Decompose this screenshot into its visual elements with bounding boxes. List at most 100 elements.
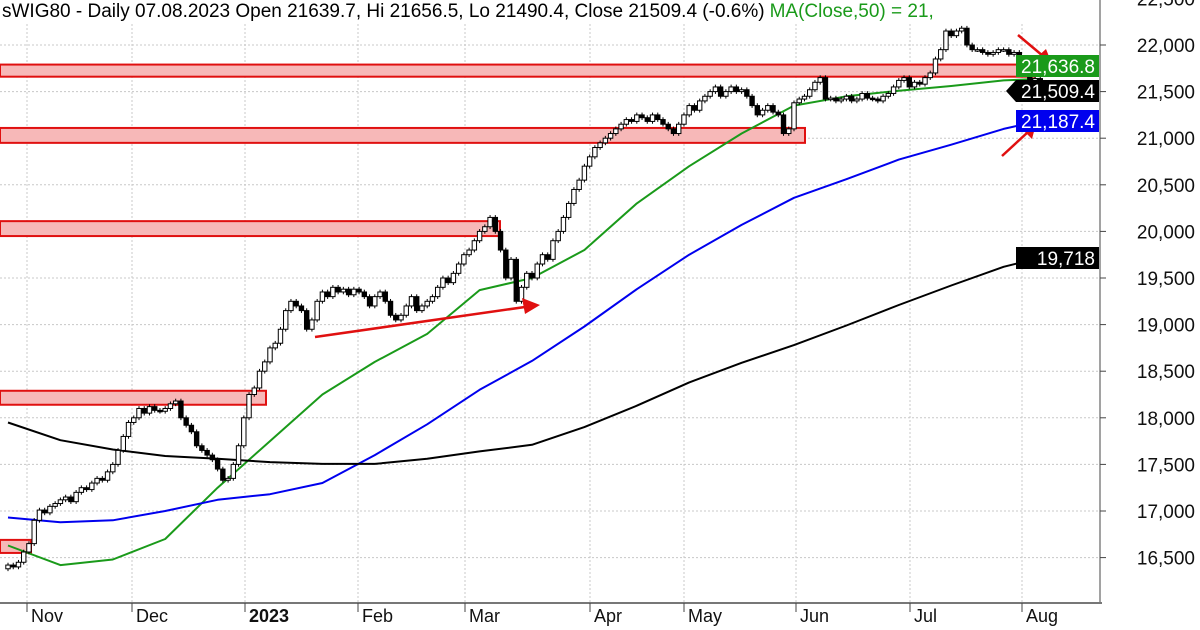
candle-body <box>571 188 577 204</box>
candle-body <box>408 296 415 307</box>
candle <box>83 485 90 492</box>
candle-body <box>859 92 865 100</box>
ma-blue-value-label-bg <box>1016 110 1099 132</box>
candle-body <box>21 551 27 563</box>
candle <box>345 286 352 298</box>
x-tick-label: Jul <box>914 606 937 626</box>
candle <box>560 215 567 234</box>
candle-body <box>10 564 16 568</box>
candle-body <box>728 86 734 93</box>
candle-body <box>948 30 954 37</box>
candle-body <box>854 98 860 102</box>
candle-body <box>796 98 802 104</box>
candle-body <box>786 128 792 135</box>
candle <box>110 462 116 475</box>
candle-body <box>765 105 771 111</box>
candle <box>859 91 865 102</box>
candle-body <box>1000 49 1007 52</box>
candle <box>209 452 216 463</box>
candle <box>728 84 734 94</box>
candle-body <box>759 109 766 116</box>
candle <box>330 284 336 299</box>
candle <box>429 294 436 304</box>
y-tick-label: 20,000 <box>1137 222 1195 243</box>
candle <box>953 28 960 39</box>
candle-body <box>256 370 263 389</box>
candle <box>979 47 986 55</box>
candle-body <box>691 105 698 111</box>
candle <box>964 25 970 48</box>
y-tick-label: 22,000 <box>1137 36 1195 57</box>
candle <box>225 476 231 483</box>
candle <box>382 289 388 304</box>
candle-body <box>534 263 540 279</box>
candle <box>178 398 184 421</box>
candle <box>482 224 488 234</box>
candle-body <box>827 97 834 101</box>
candle <box>387 298 394 318</box>
candle-body <box>597 142 603 149</box>
candle <box>618 121 624 132</box>
candle <box>235 443 242 467</box>
candle <box>676 121 682 136</box>
candle <box>15 559 22 570</box>
candle-body <box>744 89 750 97</box>
candle-body <box>833 97 839 102</box>
candle <box>335 284 341 295</box>
candle <box>869 95 876 102</box>
candle-body <box>733 86 740 93</box>
candle-body <box>356 288 362 293</box>
candle-body <box>387 300 394 316</box>
candle-body <box>277 328 284 344</box>
candle-body <box>550 240 556 260</box>
moving-average-lines <box>7 77 1041 567</box>
candle-body <box>303 310 310 330</box>
candle-body <box>990 51 996 55</box>
candle <box>932 56 939 76</box>
candle <box>628 117 635 124</box>
candle <box>99 476 106 483</box>
candle <box>801 93 808 102</box>
candle <box>744 87 750 99</box>
candle <box>780 112 787 136</box>
candle <box>838 96 844 104</box>
candle <box>565 201 572 220</box>
x-tick-label: 2023 <box>249 606 289 626</box>
candle <box>623 117 630 127</box>
candle-body <box>607 133 614 139</box>
candle-body <box>246 394 252 419</box>
candle-body <box>901 77 907 81</box>
candle-body <box>361 291 368 298</box>
candle <box>885 91 892 99</box>
candle <box>555 229 561 244</box>
candle <box>125 420 132 439</box>
candle-body <box>503 249 509 279</box>
candle <box>455 261 462 276</box>
candle <box>749 93 755 108</box>
candle-body <box>586 156 593 167</box>
candle-body <box>225 477 231 481</box>
candle-body <box>843 95 850 100</box>
candle-body <box>73 491 79 503</box>
candle-body <box>476 230 483 242</box>
y-tick-label: 16,500 <box>1137 549 1195 570</box>
candle <box>298 303 305 313</box>
candle <box>199 443 205 453</box>
candle <box>10 562 16 570</box>
candle-body <box>848 95 855 102</box>
candle <box>864 91 871 101</box>
candle-body <box>801 95 808 100</box>
candle-body <box>68 496 74 503</box>
resistance-zone <box>0 126 806 144</box>
down-arrow <box>1017 34 1044 57</box>
candle <box>948 28 954 39</box>
y-tick-label: 21,500 <box>1137 83 1195 104</box>
candle <box>68 494 74 505</box>
candle <box>681 112 687 127</box>
candle <box>890 84 897 96</box>
candle <box>833 95 839 104</box>
y-tick-label: 19,000 <box>1137 316 1195 337</box>
candle-body <box>508 258 514 279</box>
candle-body <box>665 123 671 130</box>
candle-body <box>738 89 745 93</box>
